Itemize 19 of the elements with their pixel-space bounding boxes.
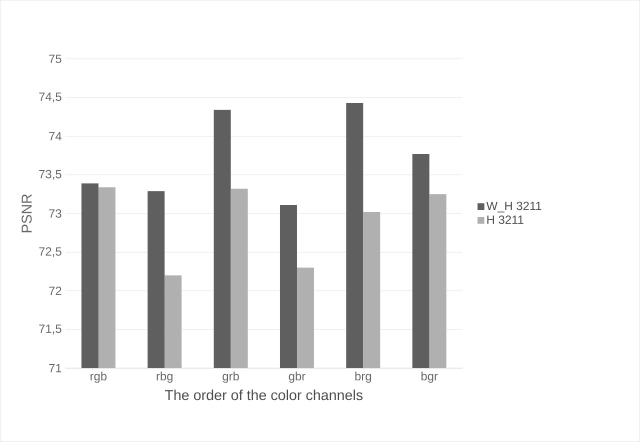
y-tick-label: 72,5	[39, 247, 62, 258]
legend-label: W_H 3211	[486, 202, 542, 212]
y-tick-label: 72	[49, 286, 62, 296]
x-tick-label: grb	[222, 372, 239, 383]
x-tick-label: rbg	[156, 372, 172, 383]
y-tick-label: 73,5	[39, 170, 62, 180]
y-tick-label: 74	[49, 132, 62, 140]
y-tick-label: 73	[49, 209, 62, 218]
x-tick-label: gbr	[288, 372, 306, 383]
legend-label: H 3211	[487, 216, 524, 224]
y-axis-title: PSNR	[22, 194, 32, 232]
x-tick-label: rgb	[90, 372, 107, 383]
x-tick-label: bgr	[421, 372, 438, 383]
y-tick-label: 75	[49, 54, 62, 64]
x-tick-label: brg	[355, 372, 372, 383]
y-tick-label: 71,5	[39, 324, 62, 334]
x-axis-title: The order of the color channels	[165, 390, 363, 400]
y-tick-label: 74,5	[39, 92, 62, 102]
y-tick-label: 71	[49, 364, 62, 372]
